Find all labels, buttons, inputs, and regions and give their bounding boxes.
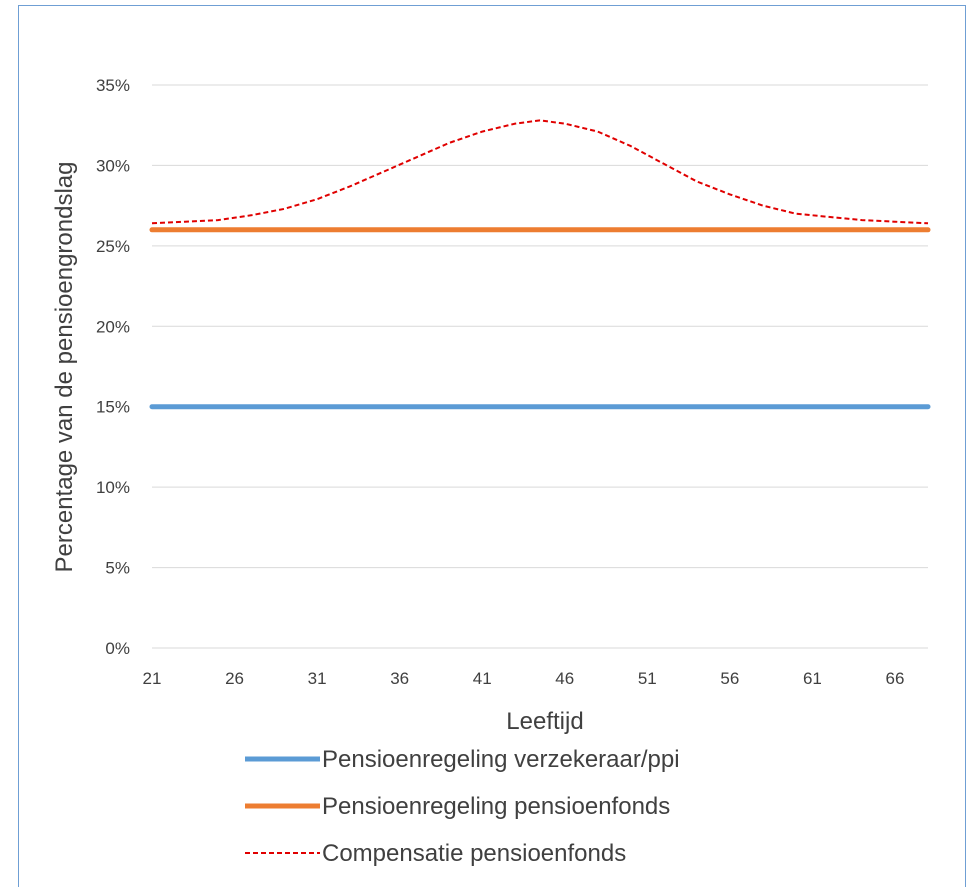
y-tick-label: 25% [96, 237, 130, 256]
legend: Pensioenregeling verzekeraar/ppi Pensioen… [245, 746, 680, 867]
y-tick-label: 5% [105, 559, 130, 578]
x-tick-label: 21 [143, 669, 162, 688]
gridlines [152, 84, 928, 649]
x-axis-label: Leeftijd [506, 708, 583, 735]
series-line-2 [151, 119, 929, 225]
y-axis-label: Percentage van de pensioengrondslag [51, 162, 78, 573]
x-tick-label: 26 [225, 669, 244, 688]
x-tick-label: 36 [390, 669, 409, 688]
x-axis-ticks: 21 26 31 36 41 46 51 56 61 66 [143, 669, 905, 688]
legend-label-0: Pensioenregeling verzekeraar/ppi [322, 746, 680, 773]
y-tick-label: 30% [96, 156, 130, 175]
x-tick-label: 56 [720, 669, 739, 688]
y-tick-label: 15% [96, 398, 130, 417]
legend-label-2: Compensatie pensioenfonds [322, 840, 626, 867]
chart-frame [18, 5, 966, 887]
y-axis-ticks: 0% 5% 10% 15% 20% 25% 30% 35% [96, 76, 130, 658]
y-tick-label: 10% [96, 478, 130, 497]
x-tick-label: 41 [473, 669, 492, 688]
y-tick-label: 0% [105, 639, 130, 658]
legend-label-1: Pensioenregeling pensioenfonds [322, 793, 670, 820]
x-tick-label: 46 [555, 669, 574, 688]
x-tick-label: 66 [886, 669, 905, 688]
y-tick-label: 35% [96, 76, 130, 95]
series-lines [149, 119, 931, 410]
x-tick-label: 51 [638, 669, 657, 688]
y-tick-label: 20% [96, 317, 130, 336]
x-tick-label: 31 [308, 669, 327, 688]
x-tick-label: 61 [803, 669, 822, 688]
